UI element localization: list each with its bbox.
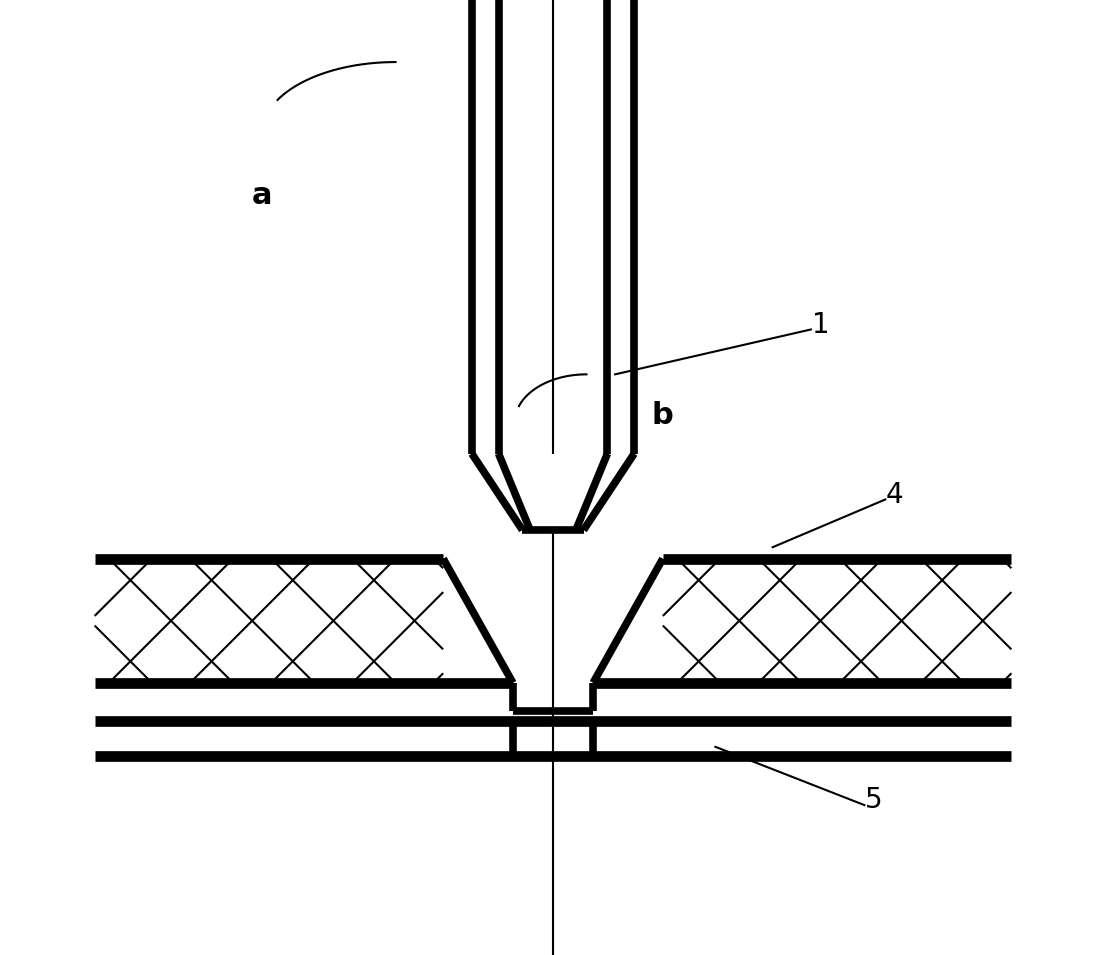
Text: 1: 1 — [812, 310, 830, 339]
Text: a: a — [251, 181, 272, 210]
Text: 5: 5 — [865, 786, 883, 815]
Text: 4: 4 — [886, 480, 904, 509]
Text: b: b — [651, 401, 674, 430]
